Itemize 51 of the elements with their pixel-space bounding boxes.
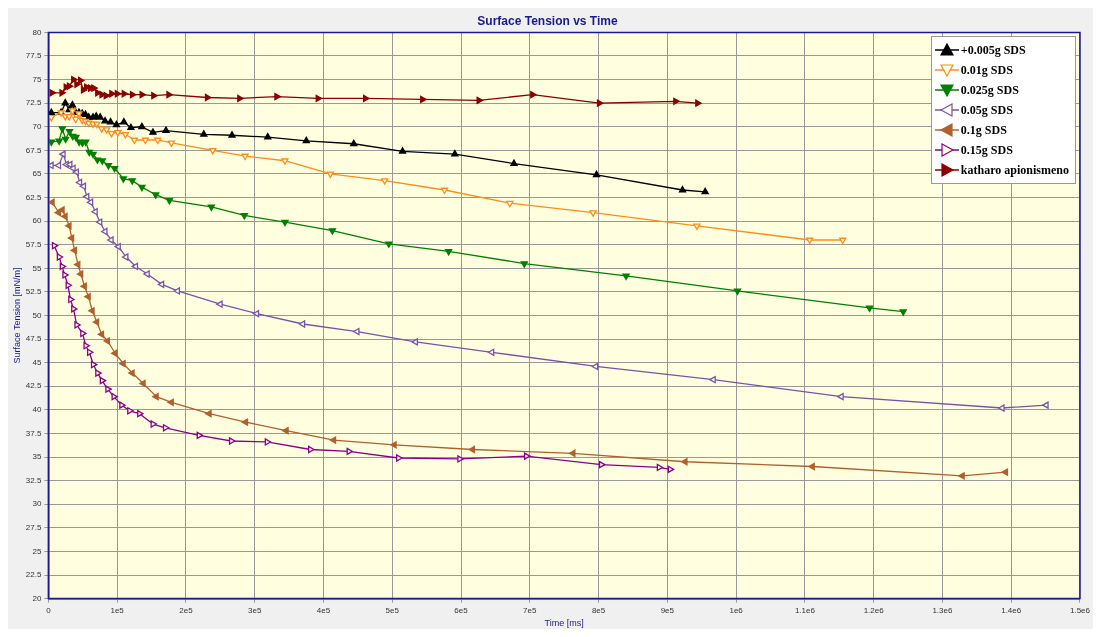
y-tick-label: 67.5 <box>25 145 42 155</box>
y-tick-label: 72.5 <box>25 98 42 108</box>
legend-label: 0.1g SDS <box>960 122 1007 138</box>
y-tick-label: 65 <box>32 169 42 179</box>
chart-title: Surface Tension vs Time <box>477 13 618 28</box>
legend-label: 0.025g SDS <box>960 82 1019 98</box>
y-tick-label: 55 <box>32 263 42 273</box>
legend-label: 0.05g SDS <box>960 102 1013 118</box>
x-tick-label: 1.3e6 <box>932 605 953 615</box>
y-tick-label: 62.5 <box>25 192 42 202</box>
x-tick-label: 1.1e6 <box>794 605 816 615</box>
y-tick-label: 80 <box>32 27 42 37</box>
y-tick-label: 47.5 <box>25 334 42 344</box>
x-tick-label: 7e5 <box>523 605 538 615</box>
x-tick-label: 9e5 <box>660 605 675 615</box>
x-tick-label: 1.5e6 <box>1069 605 1091 615</box>
y-tick-label: 27.5 <box>25 523 42 533</box>
y-tick-label: 70 <box>32 121 42 131</box>
legend-label: 0.01g SDS <box>960 62 1013 78</box>
x-tick-label: 5e5 <box>385 605 400 615</box>
y-tick-label: 30 <box>32 499 42 509</box>
x-axis-title: Time [ms] <box>544 618 584 629</box>
x-tick-label: 1e5 <box>110 605 125 615</box>
y-tick-label: 75 <box>32 74 42 84</box>
x-tick-label: 2e5 <box>179 605 194 615</box>
legend-label: katharo apionismeno <box>960 162 1069 178</box>
y-tick-label: 77.5 <box>25 51 42 61</box>
y-tick-label: 22.5 <box>25 570 42 580</box>
y-tick-label: 25 <box>32 546 42 556</box>
y-axis-title: Surface Tension [mN/m] <box>11 267 22 364</box>
y-tick-label: 45 <box>32 357 42 367</box>
y-tick-label: 50 <box>32 310 42 320</box>
x-tick-label: 3e5 <box>248 605 262 615</box>
y-tick-label: 32.5 <box>25 475 42 485</box>
y-tick-label: 42.5 <box>25 381 42 391</box>
legend-label: +0.005g SDS <box>960 42 1026 58</box>
x-tick-label: 8e5 <box>591 605 606 615</box>
legend-label: 0.15g SDS <box>960 142 1013 158</box>
x-tick-label: 4e5 <box>316 605 331 615</box>
x-tick-label: 1e6 <box>729 605 744 615</box>
y-tick-label: 60 <box>32 216 42 226</box>
x-tick-label: 6e5 <box>454 605 469 615</box>
y-tick-label: 20 <box>32 593 42 603</box>
y-tick-label: 40 <box>32 405 42 415</box>
x-tick-label: 1.2e6 <box>863 605 885 615</box>
y-tick-label: 37.5 <box>25 428 42 438</box>
y-tick-label: 35 <box>32 452 42 462</box>
x-tick-label: 0 <box>46 605 52 615</box>
x-tick-label: 1.4e6 <box>1001 605 1022 615</box>
y-tick-label: 57.5 <box>25 239 42 249</box>
y-tick-label: 52.5 <box>25 287 42 297</box>
